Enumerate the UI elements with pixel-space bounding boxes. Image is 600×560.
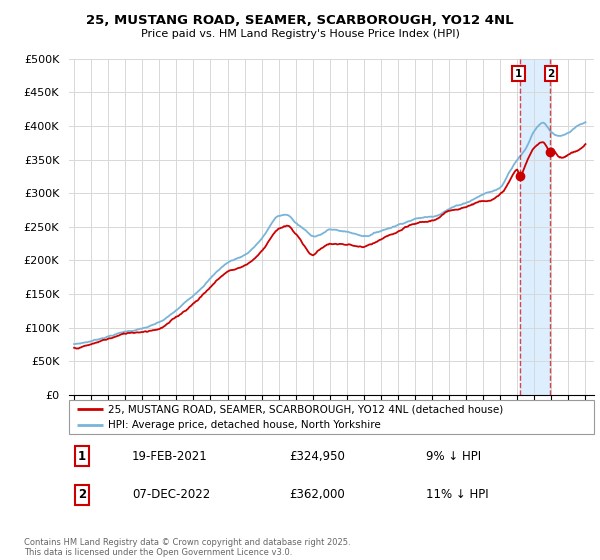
Bar xyxy=(520,59,550,395)
Text: 11% ↓ HPI: 11% ↓ HPI xyxy=(426,488,488,501)
Text: 2: 2 xyxy=(547,68,554,78)
Text: 25, MUSTANG ROAD, SEAMER, SCARBOROUGH, YO12 4NL (detached house): 25, MUSTANG ROAD, SEAMER, SCARBOROUGH, Y… xyxy=(109,404,503,414)
Text: 2: 2 xyxy=(78,488,86,501)
Text: 19-FEB-2021: 19-FEB-2021 xyxy=(132,450,208,463)
Text: 25, MUSTANG ROAD, SEAMER, SCARBOROUGH, YO12 4NL: 25, MUSTANG ROAD, SEAMER, SCARBOROUGH, Y… xyxy=(86,14,514,27)
Text: Price paid vs. HM Land Registry's House Price Index (HPI): Price paid vs. HM Land Registry's House … xyxy=(140,29,460,39)
Text: Contains HM Land Registry data © Crown copyright and database right 2025.
This d: Contains HM Land Registry data © Crown c… xyxy=(24,538,350,557)
Text: 1: 1 xyxy=(78,450,86,463)
Text: £362,000: £362,000 xyxy=(290,488,345,501)
Text: 1: 1 xyxy=(515,68,522,78)
Text: £324,950: £324,950 xyxy=(290,450,346,463)
Text: 07-DEC-2022: 07-DEC-2022 xyxy=(132,488,210,501)
Text: 9% ↓ HPI: 9% ↓ HPI xyxy=(426,450,481,463)
Text: HPI: Average price, detached house, North Yorkshire: HPI: Average price, detached house, Nort… xyxy=(109,420,381,430)
